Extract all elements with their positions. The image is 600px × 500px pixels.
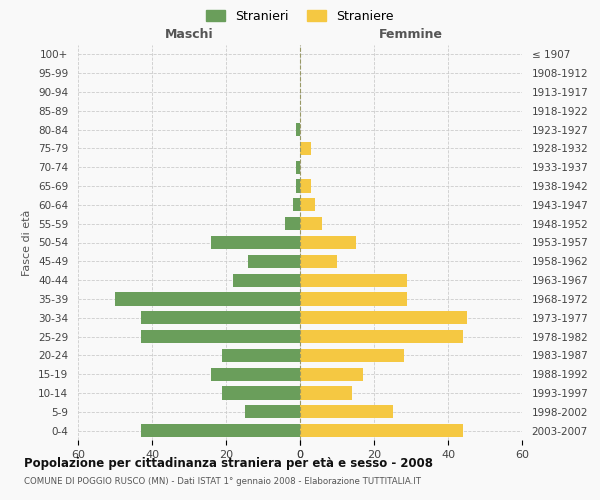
Bar — [293, 198, 300, 211]
Bar — [223, 386, 300, 400]
Bar — [300, 180, 311, 192]
Bar — [300, 349, 404, 362]
Bar — [223, 349, 300, 362]
Bar — [300, 292, 407, 306]
Title: Maschi: Maschi — [164, 28, 214, 41]
Bar — [300, 424, 463, 437]
Y-axis label: Anni di nascita: Anni di nascita — [598, 201, 600, 284]
Bar — [296, 160, 300, 174]
Bar — [300, 368, 363, 381]
Bar — [296, 123, 300, 136]
Bar — [300, 330, 463, 343]
Bar — [300, 386, 352, 400]
Bar — [211, 236, 300, 249]
Legend: Stranieri, Straniere: Stranieri, Straniere — [203, 6, 397, 26]
Bar — [141, 424, 300, 437]
Bar — [141, 330, 300, 343]
Bar — [285, 217, 300, 230]
Bar — [115, 292, 300, 306]
Bar — [300, 311, 467, 324]
Title: Femmine: Femmine — [379, 28, 443, 41]
Text: Popolazione per cittadinanza straniera per età e sesso - 2008: Popolazione per cittadinanza straniera p… — [24, 458, 433, 470]
Bar — [233, 274, 300, 286]
Bar — [296, 180, 300, 192]
Y-axis label: Fasce di età: Fasce di età — [22, 210, 32, 276]
Bar — [300, 254, 337, 268]
Bar — [300, 274, 407, 286]
Bar — [141, 311, 300, 324]
Text: COMUNE DI POGGIO RUSCO (MN) - Dati ISTAT 1° gennaio 2008 - Elaborazione TUTTITAL: COMUNE DI POGGIO RUSCO (MN) - Dati ISTAT… — [24, 478, 421, 486]
Bar — [300, 142, 311, 155]
Bar — [300, 217, 322, 230]
Bar — [248, 254, 300, 268]
Bar — [211, 368, 300, 381]
Bar — [300, 236, 355, 249]
Bar — [300, 198, 315, 211]
Bar — [245, 405, 300, 418]
Bar — [300, 405, 392, 418]
